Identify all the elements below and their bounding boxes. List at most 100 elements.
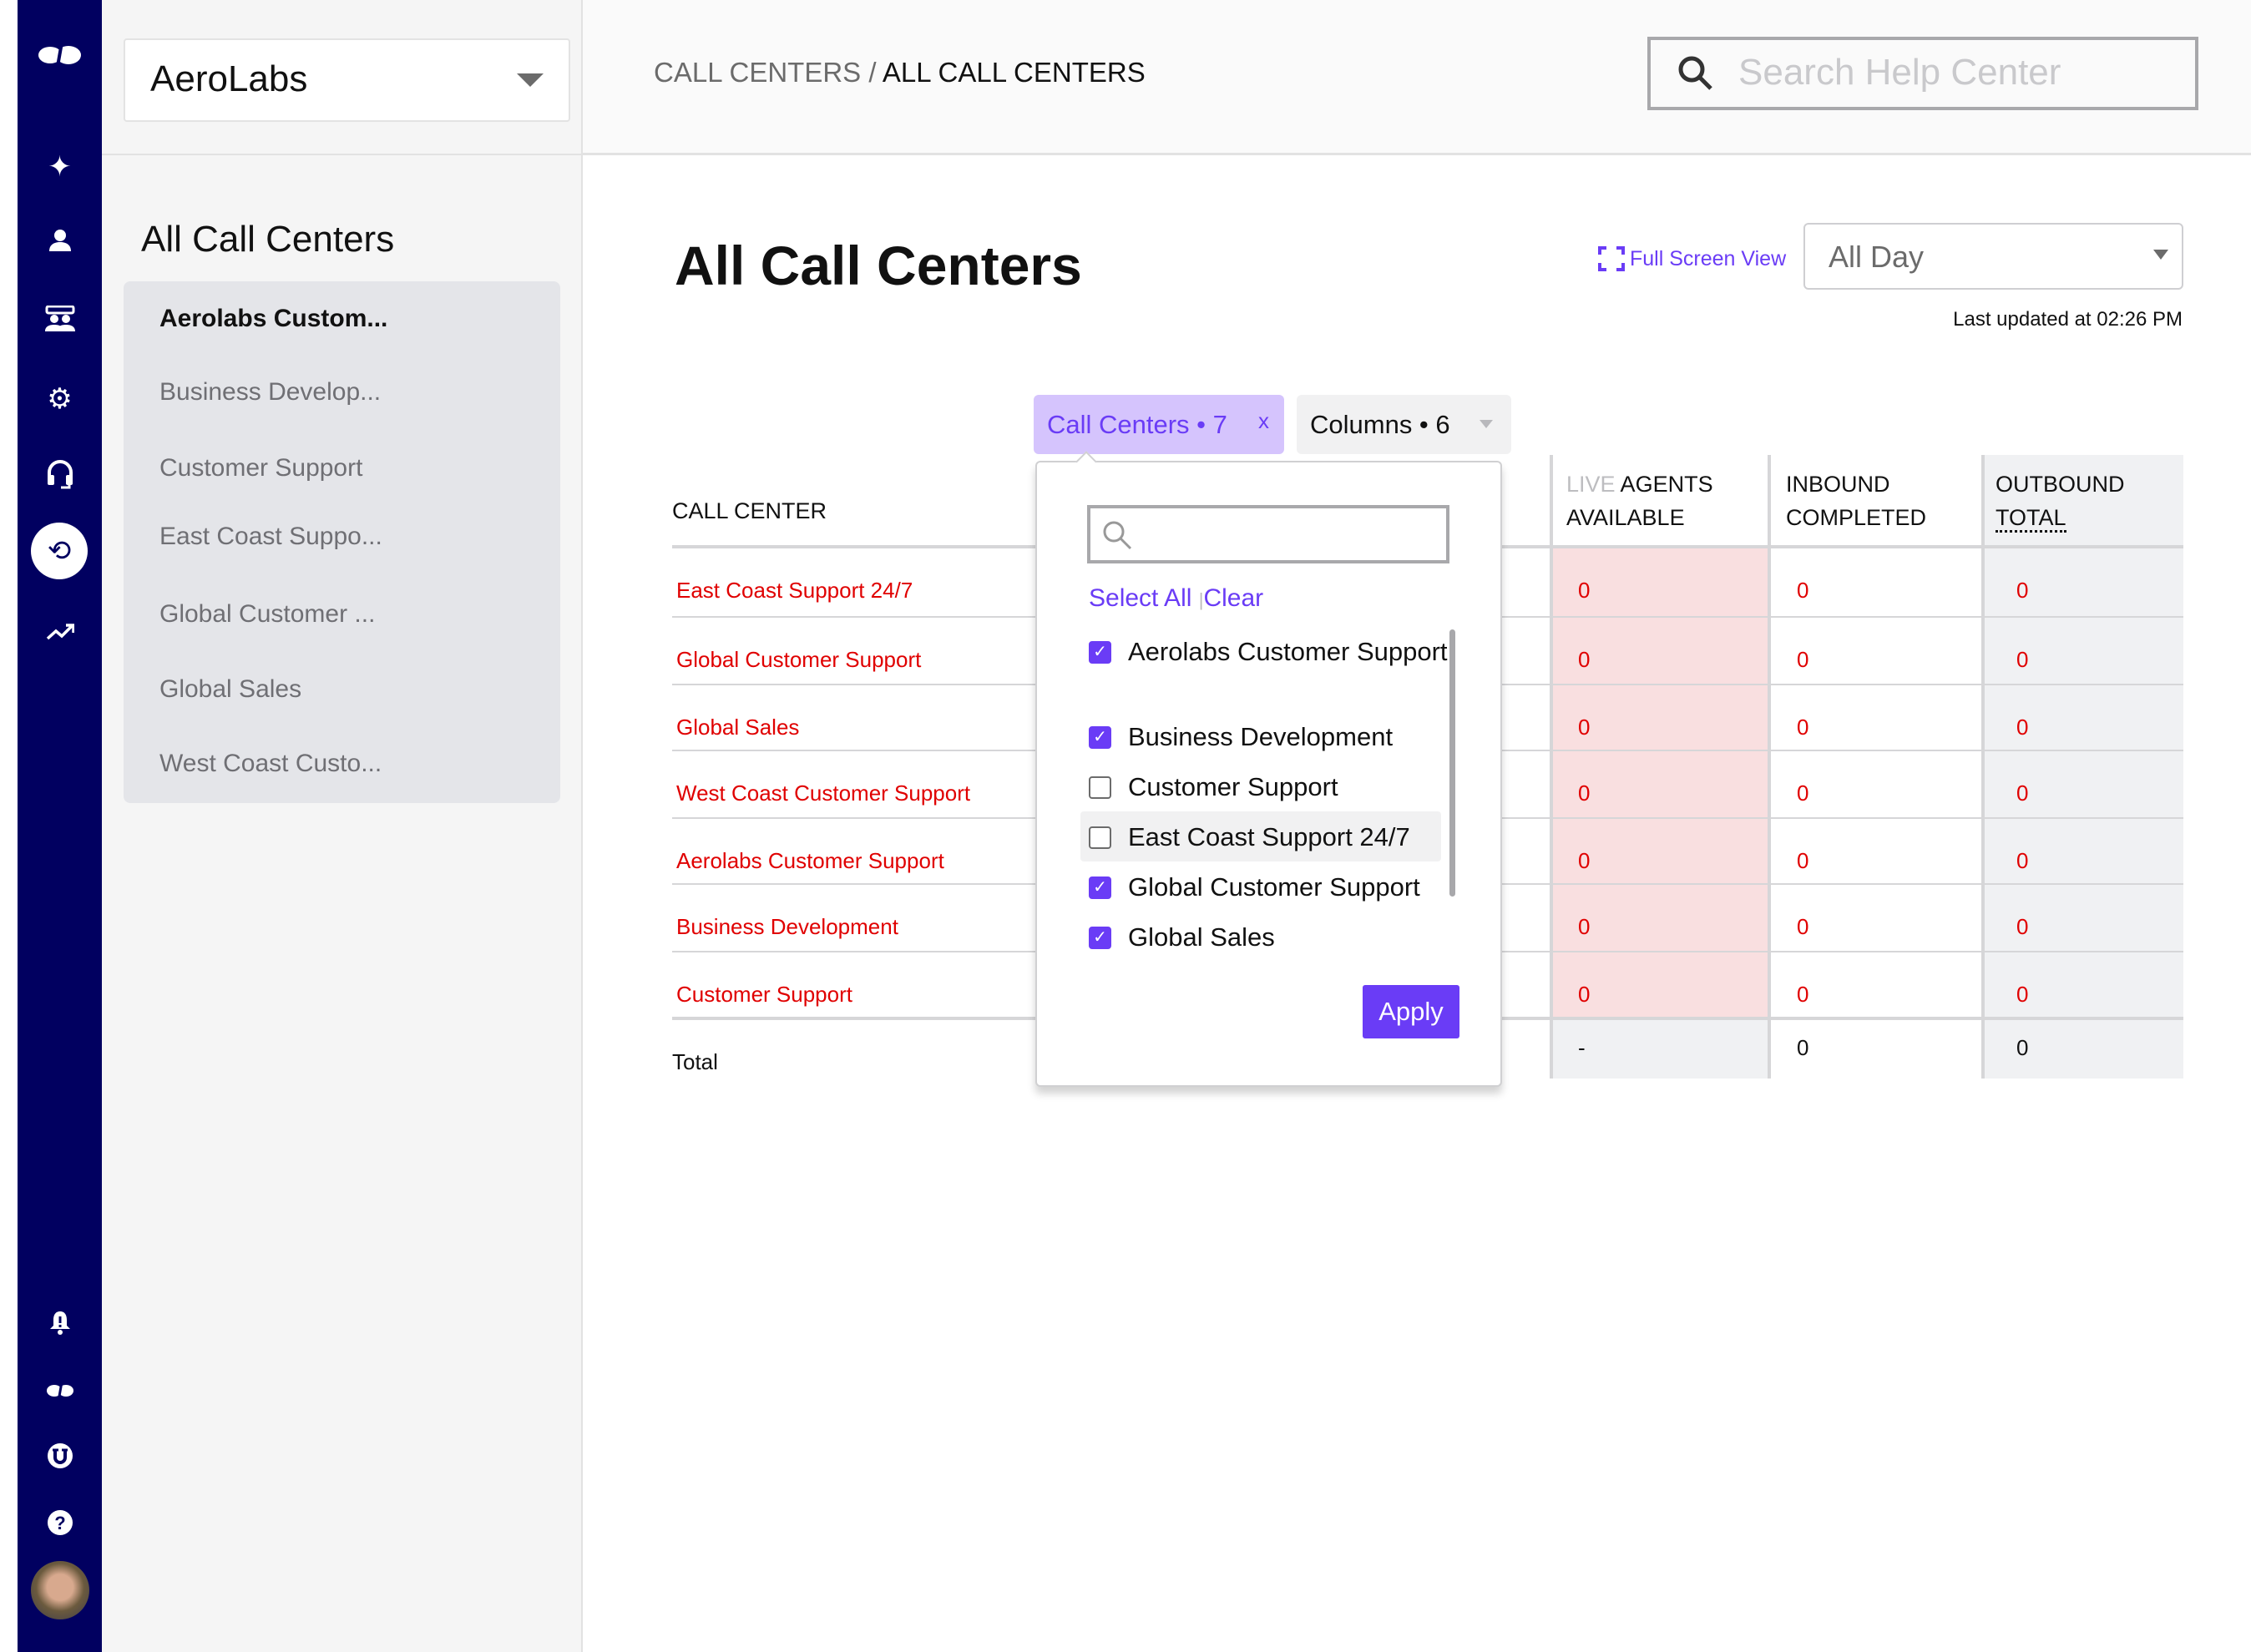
inbound-completed-value: 0 <box>1797 914 1809 939</box>
total-label: TOTAL <box>1996 505 2066 533</box>
history-icon[interactable]: ⟲ <box>31 523 88 579</box>
close-icon[interactable]: x <box>1258 408 1269 433</box>
scrollbar[interactable] <box>1449 629 1455 897</box>
call-centers-filter-chip[interactable]: Call Centers • 7 x <box>1034 395 1284 454</box>
outbound-total-value: 0 <box>2016 914 2029 939</box>
sidebar-item[interactable]: Business Develop... <box>159 378 382 406</box>
col-header-live-agents[interactable]: LIVE AGENTS AVAILABLE <box>1566 467 1713 534</box>
hover-highlight <box>1080 811 1441 861</box>
team-icon[interactable] <box>18 305 102 340</box>
inbound-completed-value: 0 <box>1797 848 1809 873</box>
agents-available-value: 0 <box>1578 715 1591 740</box>
call-center-link[interactable]: East Coast Support 24/7 <box>676 578 913 603</box>
inbound-completed-value: 0 <box>1797 982 1809 1007</box>
call-center-link[interactable]: Global Customer Support <box>676 647 922 672</box>
column-divider <box>1981 455 1985 1079</box>
checkbox[interactable] <box>1089 826 1111 849</box>
call-center-link[interactable]: Business Development <box>676 914 898 939</box>
outbound-label: OUTBOUND <box>1996 472 2125 497</box>
apply-button[interactable]: Apply <box>1363 985 1459 1038</box>
filter-option[interactable]: ✓ Global Sales <box>1089 922 1479 953</box>
full-screen-button[interactable]: Full Screen View <box>1598 246 1786 271</box>
dropdown-arrow <box>1075 451 1097 472</box>
option-label: Global Customer Support <box>1128 872 1420 902</box>
sidebar-title: All Call Centers <box>141 219 395 260</box>
outbound-total-value: 0 <box>2016 848 2029 873</box>
checkbox[interactable]: ✓ <box>1089 641 1111 664</box>
checkbox[interactable]: ✓ <box>1089 927 1111 949</box>
inbound-completed-value: 0 <box>1797 715 1809 740</box>
time-range-select[interactable]: All Day <box>1803 223 2183 290</box>
breadcrumb: CALL CENTERS / ALL CALL CENTERS <box>654 57 1146 88</box>
outbound-total-value: 0 <box>2016 578 2029 603</box>
agents-available-value: 0 <box>1578 578 1591 603</box>
sidebar-item[interactable]: Customer Support <box>159 454 363 482</box>
time-range-value: All Day <box>1829 240 1925 274</box>
chevron-down-icon <box>517 73 544 87</box>
sidebar-item[interactable]: Global Sales <box>159 675 302 703</box>
checkbox[interactable]: ✓ <box>1089 877 1111 899</box>
outbound-total-value: 0 <box>2016 781 2029 806</box>
clear-link[interactable]: Clear <box>1203 584 1264 612</box>
col-header-inbound[interactable]: INBOUND COMPLETED <box>1786 467 1926 534</box>
page-title: All Call Centers <box>675 235 1082 296</box>
breadcrumb-current: ALL CALL CENTERS <box>882 57 1146 88</box>
total-agents: - <box>1578 1035 1586 1060</box>
sidebar-item[interactable]: Aerolabs Custom... <box>159 305 388 332</box>
call-center-link[interactable]: Customer Support <box>676 982 852 1007</box>
sidebar-item[interactable]: East Coast Suppo... <box>159 523 382 550</box>
checkbox[interactable] <box>1089 776 1111 799</box>
filter-option[interactable]: ✓ Aerolabs Customer Support <box>1089 636 1479 668</box>
help-search-input[interactable]: Search Help Center <box>1647 37 2198 110</box>
bell-alert-icon[interactable] <box>18 1309 102 1342</box>
dropdown-search-input[interactable] <box>1087 505 1449 563</box>
filter-option[interactable]: ✓ Global Customer Support <box>1089 871 1479 903</box>
checkbox[interactable]: ✓ <box>1089 726 1111 749</box>
col-header-outbound[interactable]: OUTBOUND TOTAL <box>1996 467 2125 534</box>
trending-icon[interactable] <box>18 614 102 648</box>
logo-icon[interactable] <box>18 40 102 81</box>
filter-option[interactable]: East Coast Support 24/7 <box>1089 821 1479 853</box>
agents-available-value: 0 <box>1578 982 1591 1007</box>
columns-filter-chip[interactable]: Columns • 6 <box>1297 395 1511 454</box>
total-inbound: 0 <box>1797 1035 1809 1060</box>
sidebar-item[interactable]: West Coast Custo... <box>159 750 382 777</box>
total-outbound: 0 <box>2016 1035 2029 1060</box>
avatar[interactable] <box>31 1561 89 1619</box>
u-badge-icon[interactable] <box>18 1442 102 1477</box>
breadcrumb-parent[interactable]: CALL CENTERS <box>654 57 862 88</box>
live-label: LIVE <box>1566 472 1616 497</box>
inbound-completed-value: 0 <box>1797 578 1809 603</box>
inbound-label: INBOUND <box>1786 472 1890 497</box>
top-header: CALL CENTERS / ALL CALL CENTERS Search H… <box>583 0 2251 155</box>
filter-option[interactable]: Customer Support <box>1089 771 1479 803</box>
sparkles-icon[interactable]: ✦ <box>48 151 72 183</box>
agents-available-value: 0 <box>1578 914 1591 939</box>
column-divider <box>1768 455 1771 1079</box>
option-label: Customer Support <box>1128 772 1338 801</box>
call-center-link[interactable]: Aerolabs Customer Support <box>676 848 944 873</box>
call-center-link[interactable]: West Coast Customer Support <box>676 781 971 806</box>
headset-icon[interactable] <box>18 459 102 497</box>
help-icon[interactable]: ? <box>18 1509 102 1543</box>
logo-small-icon[interactable] <box>18 1376 102 1409</box>
org-select[interactable]: AeroLabs <box>124 38 570 122</box>
user-icon[interactable] <box>18 227 102 260</box>
gear-icon[interactable]: ⚙ <box>47 383 73 415</box>
select-all-link[interactable]: Select All <box>1089 584 1192 612</box>
fullscreen-icon <box>1598 246 1625 271</box>
completed-label: COMPLETED <box>1786 505 1927 530</box>
call-center-link[interactable]: Global Sales <box>676 715 800 740</box>
breadcrumb-separator: / <box>861 57 883 88</box>
agents-available-value: 0 <box>1578 647 1591 672</box>
agents-label: AGENTS <box>1615 472 1713 497</box>
agents-available-value: 0 <box>1578 781 1591 806</box>
available-label: AVAILABLE <box>1566 505 1685 530</box>
call-center-list: Aerolabs Custom... Business Develop... C… <box>124 281 560 803</box>
col-header-call-center[interactable]: CALL CENTER <box>672 498 827 523</box>
column-divider <box>1550 455 1553 1079</box>
sidebar-item[interactable]: Global Customer ... <box>159 600 376 628</box>
org-name: AeroLabs <box>150 58 308 99</box>
filter-option[interactable]: ✓ Business Development <box>1089 721 1479 753</box>
nav-rail: ✦ ⚙ ⟲ ? <box>18 0 102 1652</box>
